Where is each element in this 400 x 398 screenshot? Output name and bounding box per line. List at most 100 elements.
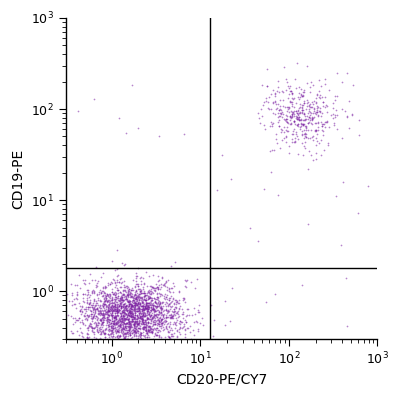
Point — [154, 320, 161, 326]
Point — [157, 328, 163, 334]
Point — [127, 320, 133, 326]
Point — [82, 281, 88, 287]
Point — [84, 299, 90, 305]
Point — [124, 316, 130, 323]
Point — [125, 303, 132, 310]
Point — [145, 287, 151, 294]
Point — [106, 303, 112, 310]
Point — [90, 287, 96, 293]
Point — [130, 342, 136, 349]
Point — [91, 304, 98, 310]
Point — [164, 314, 171, 321]
Point — [195, 308, 201, 315]
Point — [137, 323, 144, 329]
Point — [182, 299, 188, 305]
Point — [261, 185, 267, 192]
Point — [151, 342, 157, 349]
Point — [81, 310, 88, 316]
Point — [164, 291, 170, 298]
Point — [145, 319, 151, 326]
Point — [131, 319, 138, 325]
Point — [81, 345, 87, 351]
Point — [77, 307, 83, 314]
Point — [299, 107, 305, 113]
Point — [90, 312, 97, 318]
Point — [118, 307, 125, 314]
Point — [170, 289, 176, 295]
Point — [295, 135, 301, 142]
Point — [81, 298, 87, 305]
Point — [125, 327, 132, 333]
Point — [288, 91, 295, 98]
Point — [298, 121, 305, 127]
Point — [118, 314, 125, 321]
Point — [323, 109, 330, 115]
Point — [138, 273, 144, 280]
Point — [130, 339, 137, 346]
Point — [136, 307, 142, 313]
Point — [296, 114, 303, 120]
Point — [109, 304, 115, 311]
Point — [100, 357, 106, 364]
Point — [99, 319, 106, 326]
Point — [141, 318, 147, 325]
Point — [77, 308, 83, 314]
Point — [342, 108, 348, 115]
Point — [172, 259, 178, 265]
Point — [88, 302, 94, 309]
Point — [300, 117, 306, 124]
Point — [132, 329, 138, 335]
Point — [130, 297, 136, 303]
Point — [144, 308, 150, 314]
Point — [293, 131, 299, 137]
Point — [150, 315, 156, 321]
Point — [107, 298, 114, 304]
Point — [91, 329, 97, 335]
Point — [157, 344, 164, 350]
Point — [130, 321, 137, 327]
Point — [123, 316, 130, 322]
Point — [128, 309, 135, 315]
Point — [87, 304, 93, 310]
Point — [145, 289, 152, 295]
Point — [302, 116, 308, 122]
Point — [270, 110, 276, 117]
Point — [148, 324, 154, 331]
Point — [305, 120, 312, 126]
Point — [123, 302, 130, 309]
Point — [178, 319, 184, 326]
Point — [306, 114, 313, 121]
Point — [278, 137, 285, 143]
Point — [272, 98, 278, 105]
Point — [100, 304, 106, 310]
Point — [285, 127, 291, 134]
Point — [104, 312, 111, 318]
Point — [302, 131, 309, 138]
Point — [178, 324, 185, 331]
Point — [157, 303, 163, 310]
Point — [147, 326, 154, 332]
Point — [121, 291, 127, 298]
Point — [268, 106, 274, 112]
Point — [109, 300, 116, 306]
Point — [133, 336, 139, 342]
Point — [100, 319, 106, 326]
Point — [90, 324, 97, 331]
Point — [166, 288, 172, 294]
Point — [82, 291, 88, 298]
Point — [110, 308, 116, 314]
Point — [120, 333, 126, 339]
Point — [121, 310, 127, 316]
Point — [153, 285, 159, 291]
Point — [132, 300, 139, 307]
Point — [181, 345, 188, 351]
Point — [143, 300, 149, 306]
Point — [98, 290, 104, 297]
Point — [148, 312, 154, 318]
Point — [138, 290, 144, 296]
Point — [120, 305, 127, 312]
Point — [112, 303, 119, 310]
Point — [94, 306, 100, 312]
Point — [142, 304, 148, 310]
Point — [122, 322, 128, 329]
